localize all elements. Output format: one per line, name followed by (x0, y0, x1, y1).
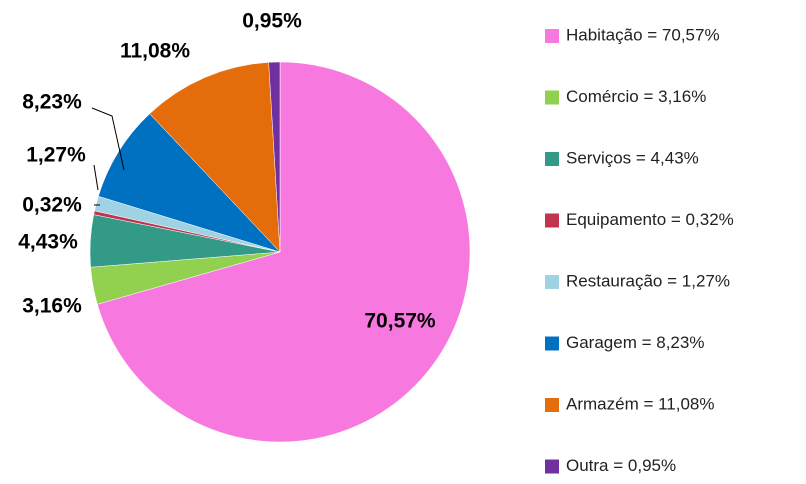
legend-label: Restauração = 1,27% (566, 271, 730, 290)
pie-slice (149, 62, 281, 253)
data-label: 8,23% (22, 91, 82, 114)
data-label: 1,27% (26, 144, 86, 167)
legend-label: Comércio = 3,16% (566, 87, 706, 106)
data-label: 11,08% (120, 40, 190, 63)
legend-swatch (545, 213, 559, 228)
data-label: 4,43% (18, 231, 78, 254)
leader-line (91, 107, 125, 171)
leader-line (93, 164, 99, 191)
legend-label: Serviços = 4,43% (566, 148, 699, 167)
legend-swatch (545, 275, 559, 289)
legend-swatch (545, 90, 559, 105)
legend-swatch (545, 459, 559, 474)
pie-slice (98, 113, 281, 253)
pie-slice (268, 61, 281, 253)
legend-label: Garagem = 8,23% (566, 333, 704, 352)
legend-label: Armazém = 11,08% (566, 394, 715, 413)
data-label: 0,95% (242, 10, 302, 33)
pie-slice (97, 61, 471, 443)
legend-swatch (545, 336, 559, 351)
legend-swatch (545, 29, 559, 43)
legend-swatch (545, 152, 559, 166)
legend-label: Outra = 0,95% (566, 456, 676, 475)
data-label: 70,57% (364, 310, 436, 333)
legend-swatch (545, 398, 559, 412)
legend-label: Equipamento = 0,32% (566, 210, 734, 229)
data-label: 0,32% (22, 194, 82, 217)
legend-label: Habitação = 70,57% (566, 25, 720, 44)
data-label: 3,16% (22, 295, 82, 318)
